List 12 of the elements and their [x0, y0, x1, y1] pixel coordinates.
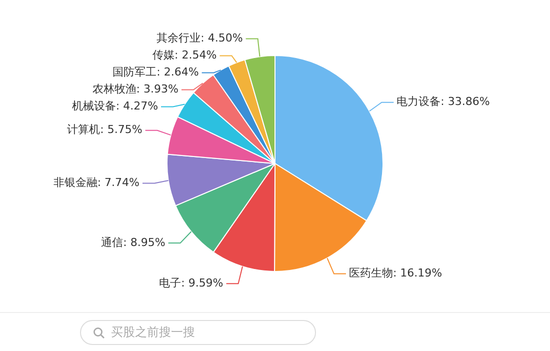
slice-label: 农林牧渔: 3.93%	[92, 82, 178, 96]
slice-label: 其余行业: 4.50%	[156, 32, 243, 45]
slice-label: 通信: 8.95%	[101, 236, 166, 249]
slice-label: 传媒: 2.54%	[152, 48, 217, 62]
slice-label: 非银金融: 7.74%	[53, 176, 140, 190]
search-field: 买股之前搜一搜	[80, 320, 316, 345]
slice-label: 电子: 9.59%	[159, 276, 224, 290]
slice-label: 电力设备: 33.86%	[396, 95, 490, 108]
slice-label: 国防军工: 2.64%	[112, 66, 199, 79]
slice-label: 医药生物: 16.19%	[348, 266, 442, 280]
slice-label: 计算机: 5.75%	[67, 123, 142, 136]
slice-label: 机械设备: 4.27%	[72, 100, 158, 113]
